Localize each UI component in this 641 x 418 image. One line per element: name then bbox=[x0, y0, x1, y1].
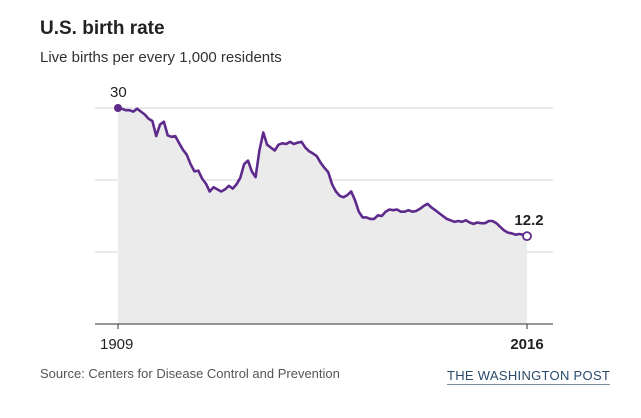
annotations: 30 12.2 bbox=[110, 84, 544, 242]
source-note: Source: Centers for Disease Control and … bbox=[40, 366, 340, 381]
birth-rate-chart: 1909 2016 30 12.2 bbox=[95, 84, 553, 353]
area-fill bbox=[118, 108, 527, 324]
end-value-label: 12.2 bbox=[514, 212, 543, 229]
chart-title: U.S. birth rate bbox=[40, 18, 165, 39]
end-point-marker bbox=[522, 231, 532, 242]
x-tick-label: 2016 bbox=[510, 336, 543, 353]
x-tick-label: 1909 bbox=[100, 336, 133, 353]
x-axis-ticks: 1909 2016 bbox=[100, 324, 544, 353]
publisher-credit[interactable]: THE WASHINGTON POST bbox=[447, 368, 611, 385]
start-value-label: 30 bbox=[110, 84, 127, 101]
chart-subtitle: Live births per every 1,000 residents bbox=[40, 49, 282, 66]
series-line bbox=[117, 106, 528, 238]
start-point-marker bbox=[114, 104, 122, 112]
